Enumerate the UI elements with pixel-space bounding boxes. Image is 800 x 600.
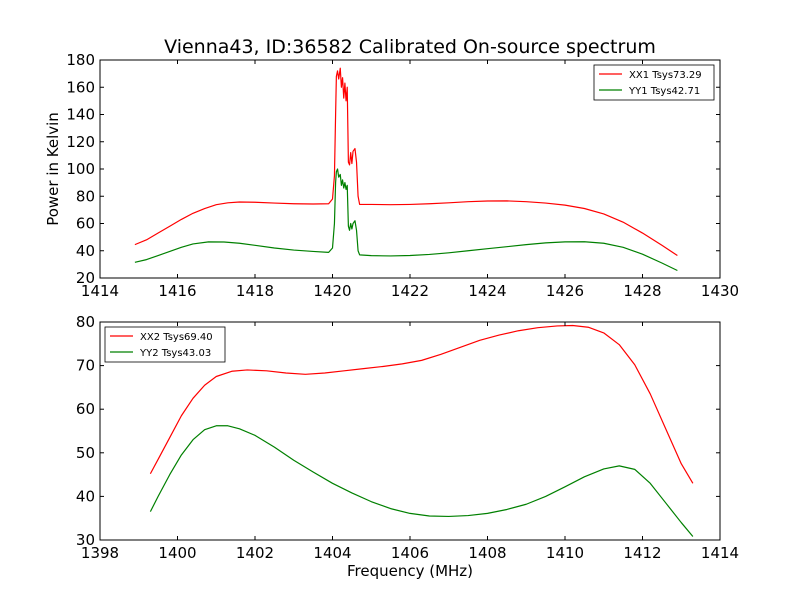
top-series-line-1 (134, 67, 678, 257)
top-y-tick-label: 40 (76, 242, 95, 260)
bottom-series-line-2 (149, 425, 694, 537)
bottom-x-tick-label: 1414 (701, 544, 739, 562)
bottom-y-tick-label: 40 (76, 487, 95, 505)
top-y-tick-label: 180 (66, 51, 95, 69)
bottom-x-tick-label: 1406 (391, 544, 429, 562)
top-x-tick-label: 1418 (236, 282, 274, 300)
legend-label-xx1: XX1 Tsys73.29 (629, 70, 702, 81)
top-plot-y-axis: 20 40 60 80 100 120 140 160 180 (66, 51, 720, 287)
top-x-tick-label: 1416 (158, 282, 196, 300)
bottom-x-tick-label: 1404 (313, 544, 351, 562)
top-y-tick-label: 160 (66, 78, 95, 96)
legend-label-yy2: YY2 Tsys43.03 (139, 348, 211, 359)
bottom-y-tick-label: 80 (76, 313, 95, 331)
top-series-line-2 (134, 168, 678, 272)
bottom-x-tick-label: 1408 (468, 544, 506, 562)
bottom-x-tick-label: 1402 (236, 544, 274, 562)
bottom-x-tick-label: 1412 (623, 544, 661, 562)
top-y-tick-label: 80 (76, 187, 95, 205)
bottom-plot-legend-box (104, 326, 226, 363)
bottom-y-tick-label: 30 (76, 531, 95, 549)
top-plot-legend-box (593, 64, 715, 101)
top-plot-legend: XX1 Tsys73.29 YY1 Tsys42.71 (593, 64, 715, 101)
legend-label-yy1: YY1 Tsys42.71 (628, 86, 700, 97)
bottom-plot-y-axis: 30 40 50 60 70 80 (76, 313, 720, 549)
legend-label-xx2: XX2 Tsys69.40 (140, 332, 213, 343)
bottom-y-tick-label: 50 (76, 444, 95, 462)
top-x-tick-label: 1426 (546, 282, 584, 300)
top-x-tick-label: 1414 (81, 282, 119, 300)
bottom-x-tick-label: 1398 (81, 544, 119, 562)
top-x-tick-label: 1430 (701, 282, 739, 300)
top-plot-lines (134, 67, 678, 272)
bottom-plot: 1398 1400 1402 1404 1406 1408 1410 1412 1414 30 4… (76, 313, 739, 580)
top-plot-y-axis-label: Power in Kelvin (44, 112, 62, 226)
top-y-tick-label: 60 (76, 215, 95, 233)
bottom-x-tick-label: 1400 (158, 544, 196, 562)
bottom-y-tick-label: 70 (76, 357, 95, 375)
top-y-tick-label: 120 (66, 133, 95, 151)
top-y-tick-label: 100 (66, 160, 95, 178)
top-plot-x-axis: 1414 1416 1418 1420 1422 1424 1426 1428 1430 (81, 60, 739, 300)
bottom-plot-x-axis: 1398 1400 1402 1404 1406 1408 1410 1412 1414 (81, 322, 739, 562)
figure-title: Vienna43, ID:36582 Calibrated On-source … (164, 36, 656, 58)
top-x-tick-label: 1428 (623, 282, 661, 300)
bottom-x-tick-label: 1410 (546, 544, 584, 562)
bottom-plot-lines (149, 324, 694, 537)
top-x-tick-label: 1420 (313, 282, 351, 300)
bottom-plot-x-axis-label: Frequency (MHz) (347, 562, 473, 580)
top-y-tick-label: 20 (76, 269, 95, 287)
bottom-y-tick-label: 60 (76, 400, 95, 418)
top-plot: 1414 1416 1418 1420 1422 1424 1426 1428 1430 20 4… (44, 51, 739, 300)
top-x-tick-label: 1424 (468, 282, 506, 300)
top-x-tick-label: 1422 (391, 282, 429, 300)
bottom-plot-legend: XX2 Tsys69.40 YY2 Tsys43.03 (104, 326, 226, 363)
bottom-series-line-1 (149, 324, 694, 484)
top-y-tick-label: 140 (66, 106, 95, 124)
